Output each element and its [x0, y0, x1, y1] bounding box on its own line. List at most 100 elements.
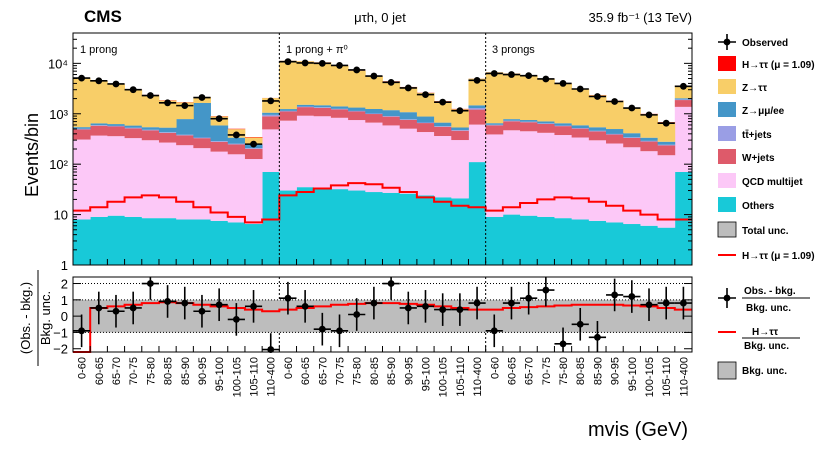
ratio-marker: [542, 286, 550, 294]
series-1: [73, 106, 693, 228]
legend-swatch: [718, 102, 736, 117]
x-tick-label: 100-105: [438, 357, 450, 397]
legend-label: H→ττ (μ = 1.09): [742, 251, 815, 262]
bar: [674, 98, 693, 100]
observed-point: [313, 59, 331, 67]
top-panel: 1 10 10² 10³ 10⁴: [48, 32, 693, 273]
bar: [365, 109, 383, 114]
x-tick-label: 95-100: [214, 357, 226, 391]
bar: [588, 127, 607, 131]
observed-point: [262, 97, 280, 105]
bar: [124, 125, 143, 128]
legend-label: Total unc.: [742, 226, 789, 237]
ratio-marker: [78, 327, 85, 335]
observed-marker: [95, 77, 103, 85]
bar: [210, 141, 229, 142]
ratio-point: [227, 303, 245, 336]
x-tick-label: 110-400: [472, 357, 484, 397]
bar: [365, 76, 383, 110]
observed-marker: [404, 84, 412, 92]
bar: [571, 128, 590, 129]
bar: [502, 120, 521, 122]
bar: [193, 148, 211, 220]
observed-marker: [301, 59, 309, 67]
observed-point: [210, 115, 228, 123]
bar: [382, 125, 401, 193]
observed-marker: [164, 99, 171, 107]
bar: [158, 132, 177, 143]
lumi-label: 35.9 fb⁻¹ (13 TeV): [589, 10, 692, 25]
bar: [554, 125, 573, 127]
x-tick-label: 80-85: [575, 357, 587, 385]
observed-point: [434, 98, 452, 106]
bar: [640, 140, 659, 142]
bar: [434, 136, 452, 198]
bar: [434, 122, 452, 127]
bar: [399, 128, 418, 194]
region-label-1prong-pi0: 1 prong + π⁰: [286, 44, 348, 56]
bar: [296, 61, 315, 105]
ratio-point: [365, 286, 383, 320]
bar: [210, 220, 229, 265]
bar: [468, 124, 487, 163]
x-tick-label: 110-400: [266, 357, 278, 397]
bar: [451, 140, 469, 199]
ratio-marker: [318, 325, 326, 333]
series-2: [73, 100, 693, 160]
legend-entry: Z→ττ: [718, 79, 768, 94]
legend-label: Bkg. unc.: [742, 366, 787, 377]
observed-point: [193, 94, 211, 101]
x-axis-title: mvis (GeV): [588, 419, 688, 441]
bar: [158, 127, 177, 133]
observed-marker: [680, 82, 687, 90]
bar: [502, 130, 521, 215]
legend-entry: H→ττ (μ = 1.09): [718, 56, 815, 71]
bar: [468, 162, 487, 265]
bar: [571, 128, 590, 138]
bar: [279, 111, 297, 121]
bar: [365, 122, 383, 193]
bar: [640, 114, 659, 138]
bar: [348, 110, 366, 112]
bar: [193, 102, 211, 138]
legend-entry: tt̄+jets: [718, 126, 772, 141]
legend-label: Observed: [742, 38, 788, 49]
x-tick-label: 60-65: [94, 357, 106, 385]
bar: [640, 141, 659, 152]
experiment-label: CMS: [84, 7, 122, 26]
bar: [348, 107, 366, 111]
bar: [520, 121, 538, 123]
bar: [399, 193, 418, 265]
x-tick-label: 100-105: [231, 357, 243, 397]
observed-marker: [628, 104, 636, 112]
bar: [657, 227, 676, 265]
bar: [73, 128, 91, 130]
bar: [451, 130, 469, 131]
bar: [554, 135, 573, 219]
bar: [640, 225, 659, 265]
ratio-point: [588, 321, 607, 352]
bar: [365, 114, 383, 123]
ratio-marker: [525, 294, 533, 302]
legend-label: Z→μμ/ee: [742, 106, 785, 117]
bar: [674, 99, 693, 101]
bar: [606, 129, 624, 134]
bar: [537, 78, 555, 122]
ratio-y-tick-label: −2: [53, 342, 68, 357]
series-5: [73, 60, 693, 145]
bar: [90, 123, 108, 126]
ratio-marker: [232, 315, 240, 323]
bar: [296, 115, 315, 188]
bar: [657, 141, 676, 145]
bar: [502, 121, 521, 131]
observed-marker: [146, 92, 154, 99]
ratio-y-title-den: Bkg. unc.: [38, 291, 53, 345]
x-tick-label: 60-65: [506, 357, 518, 385]
observed-marker: [490, 70, 498, 77]
bar: [141, 129, 160, 131]
observed-marker: [353, 66, 361, 74]
bar: [176, 134, 194, 136]
ratio-marker: [112, 307, 120, 315]
bar: [158, 218, 177, 265]
legend-entry: H→ττ (μ = 1.09): [718, 251, 815, 262]
